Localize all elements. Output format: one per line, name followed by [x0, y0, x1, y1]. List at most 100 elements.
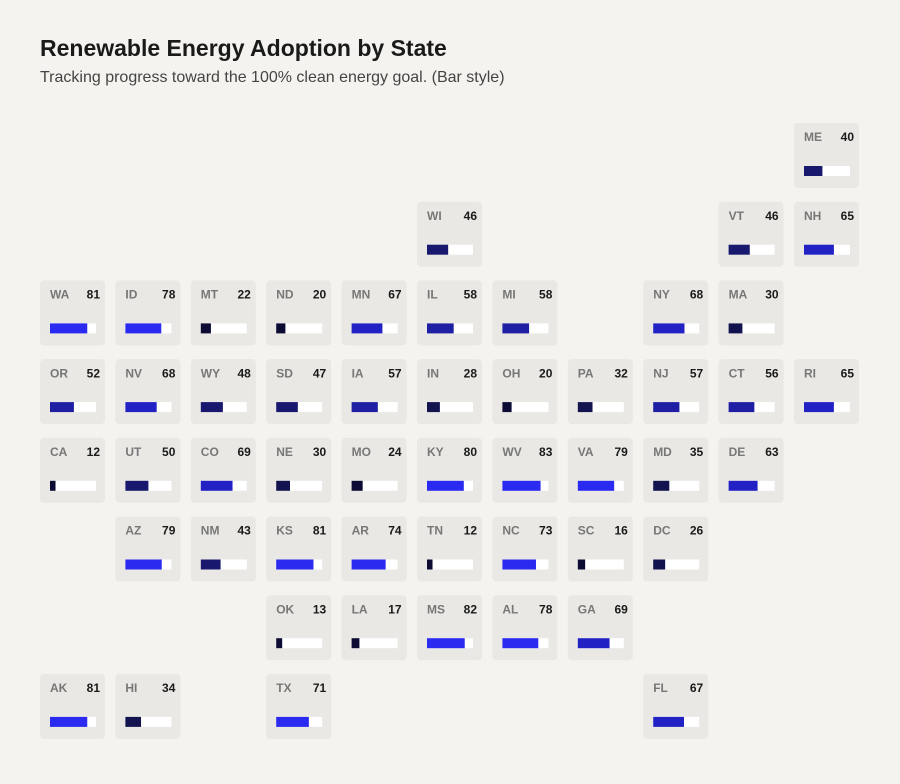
bar — [351, 402, 378, 413]
state-abbr: KY — [427, 445, 444, 459]
state-tile: MS 82 — [417, 595, 482, 661]
state-abbr: AL — [502, 602, 518, 616]
bar — [200, 402, 223, 413]
state-tile: WA 81 — [40, 280, 105, 346]
state-abbr: OK — [276, 602, 294, 616]
state-tile: LA 17 — [341, 595, 407, 661]
state-value: 79 — [614, 445, 628, 459]
bar — [653, 559, 666, 570]
state-abbr: OR — [50, 366, 68, 380]
state-abbr: ID — [125, 288, 137, 302]
state-tile: DE 63 — [718, 437, 784, 503]
state-tile: CO 69 — [190, 437, 256, 503]
state-value: 46 — [765, 209, 779, 223]
bar — [351, 480, 363, 491]
state-abbr: AZ — [125, 524, 141, 538]
state-tile: PA 32 — [567, 359, 633, 425]
state-tile: SC 16 — [567, 516, 633, 582]
bar — [50, 402, 74, 413]
state-value: 35 — [690, 445, 704, 459]
state-tile: RI 65 — [794, 359, 859, 425]
state-tile: WV 83 — [492, 437, 558, 503]
bar-track — [200, 323, 247, 334]
state-value: 81 — [87, 681, 101, 695]
state-value: 65 — [841, 366, 855, 380]
bar — [125, 323, 162, 334]
state-value: 13 — [313, 602, 327, 616]
bar — [653, 716, 685, 727]
state-value: 67 — [690, 681, 704, 695]
bar — [502, 480, 541, 491]
state-tile: NJ 57 — [643, 359, 709, 425]
state-value: 82 — [464, 602, 478, 616]
bar — [427, 402, 440, 413]
state-value: 83 — [539, 445, 553, 459]
state-value: 20 — [313, 288, 327, 302]
state-value: 80 — [464, 445, 478, 459]
bar — [50, 480, 56, 491]
bar — [728, 244, 750, 255]
state-value: 48 — [237, 366, 251, 380]
state-value: 12 — [464, 524, 478, 538]
bar — [728, 402, 755, 413]
state-abbr: PA — [578, 366, 594, 380]
state-tile: FL 67 — [643, 673, 709, 739]
bar-track — [125, 716, 172, 727]
state-abbr: NJ — [653, 366, 668, 380]
bar-track — [200, 402, 247, 413]
state-abbr: FL — [653, 681, 668, 695]
bar — [502, 559, 536, 570]
state-abbr: DC — [653, 524, 671, 538]
state-abbr: OH — [502, 366, 520, 380]
bar — [577, 638, 610, 649]
bar-track — [728, 323, 775, 334]
bar — [276, 480, 290, 491]
bar — [502, 402, 512, 413]
state-tile: OK 13 — [266, 595, 332, 661]
state-abbr: NC — [502, 524, 520, 538]
state-value: 68 — [690, 288, 704, 302]
bar — [427, 559, 433, 570]
state-value: 57 — [690, 366, 704, 380]
state-tile: KS 81 — [266, 516, 332, 582]
state-tile: AZ 79 — [115, 516, 181, 582]
state-tile: GA 69 — [567, 595, 633, 661]
state-abbr: WA — [50, 288, 70, 302]
state-value: 28 — [464, 366, 478, 380]
state-tile: CT 56 — [718, 359, 784, 425]
bar — [276, 402, 298, 413]
state-abbr: ME — [804, 130, 822, 144]
state-value: 52 — [87, 366, 101, 380]
bar — [804, 402, 834, 413]
state-abbr: UT — [125, 445, 142, 459]
state-tile: OR 52 — [40, 359, 105, 425]
state-value: 81 — [87, 288, 101, 302]
bar — [653, 402, 680, 413]
bar — [351, 638, 360, 649]
bar — [50, 716, 88, 727]
bar — [276, 716, 309, 727]
bar — [276, 559, 314, 570]
state-abbr: KS — [276, 524, 293, 538]
bar-track — [653, 480, 700, 491]
state-abbr: VA — [578, 445, 594, 459]
bar — [125, 716, 142, 727]
state-tile: UT 50 — [115, 437, 181, 503]
bar — [351, 559, 386, 570]
bar-track — [502, 402, 549, 413]
state-abbr: IN — [427, 366, 439, 380]
bar — [577, 402, 593, 413]
bar — [427, 638, 465, 649]
state-abbr: DE — [729, 445, 746, 459]
state-tile: WY 48 — [190, 359, 256, 425]
state-abbr: MA — [729, 288, 748, 302]
state-value: 69 — [237, 445, 251, 459]
state-abbr: WY — [201, 366, 220, 380]
state-abbr: MO — [352, 445, 371, 459]
bar — [653, 480, 670, 491]
state-abbr: HI — [125, 681, 137, 695]
bar-track — [728, 244, 775, 255]
bar — [125, 559, 162, 570]
state-value: 74 — [388, 524, 402, 538]
